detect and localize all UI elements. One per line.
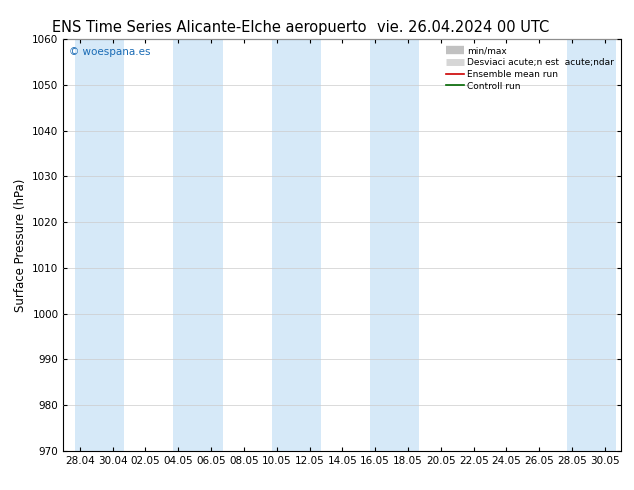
Bar <box>193 39 223 451</box>
Bar <box>567 39 597 451</box>
Bar <box>370 39 400 451</box>
Bar <box>292 39 321 451</box>
Text: ENS Time Series Alicante-Elche aeropuerto: ENS Time Series Alicante-Elche aeropuert… <box>52 20 366 35</box>
Bar <box>272 39 301 451</box>
Text: © woespana.es: © woespana.es <box>69 48 150 57</box>
Bar <box>390 39 420 451</box>
Bar <box>587 39 616 451</box>
Y-axis label: Surface Pressure (hPa): Surface Pressure (hPa) <box>14 178 27 312</box>
Legend: min/max, Desviaci acute;n est  acute;ndar, Ensemble mean run, Controll run: min/max, Desviaci acute;n est acute;ndar… <box>443 44 617 93</box>
Bar <box>94 39 124 451</box>
Bar <box>173 39 203 451</box>
Text: vie. 26.04.2024 00 UTC: vie. 26.04.2024 00 UTC <box>377 20 549 35</box>
Bar <box>75 39 105 451</box>
